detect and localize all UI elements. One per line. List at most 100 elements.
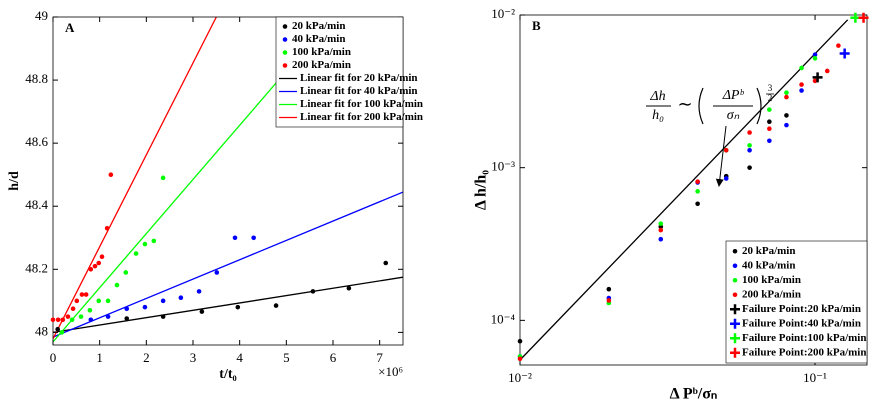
legend-box <box>725 240 868 364</box>
legend-label: Failure Point:20 kPa/min <box>742 303 861 315</box>
point <box>784 90 789 95</box>
legend-marker <box>732 277 738 283</box>
point <box>196 289 202 294</box>
legend-label: Failure Point:40 kPa/min <box>742 317 861 329</box>
failure-point <box>839 48 850 59</box>
point <box>346 285 352 291</box>
legend-label: 100 kPa/min <box>742 274 801 286</box>
y-axis-label: Δ h/h₀ <box>473 170 490 210</box>
point <box>160 175 166 181</box>
point <box>151 238 157 244</box>
point <box>799 65 804 71</box>
point <box>178 295 184 300</box>
legend-label: Linear fit for 40 kPa/min <box>300 85 418 97</box>
point <box>99 254 105 259</box>
point <box>784 94 789 100</box>
point <box>133 251 139 256</box>
point <box>784 122 789 128</box>
point <box>59 330 65 335</box>
legend-label: 200 kPa/min <box>292 59 351 71</box>
formula-part: σₙ <box>727 108 740 123</box>
x-tick-label: 3 <box>190 350 197 365</box>
legend-marker <box>732 292 738 298</box>
legend-label: Failure Point:100 kPa/min <box>742 332 866 344</box>
legend-label: 20 kPa/min <box>292 20 345 32</box>
fit-line <box>53 17 217 339</box>
axes-box <box>519 14 868 366</box>
legend-label: Failure Point:200 kPa/min <box>742 346 866 358</box>
point <box>695 201 700 207</box>
point <box>799 82 804 87</box>
point <box>767 138 772 144</box>
legend-marker <box>732 263 738 269</box>
point <box>78 314 84 319</box>
point <box>606 298 612 303</box>
point <box>60 317 66 323</box>
point <box>824 68 830 74</box>
y-tick-label: 10⁻³ <box>491 159 515 174</box>
point <box>767 119 772 125</box>
point <box>92 263 98 269</box>
x-tick-label: 10⁻² <box>508 370 532 385</box>
point <box>88 267 94 272</box>
fit-line <box>53 191 403 338</box>
point <box>658 221 664 226</box>
legend-marker <box>730 304 740 315</box>
legend-label: Linear fit for 200 kPa/min <box>300 111 423 123</box>
point <box>812 56 818 61</box>
point <box>812 78 818 84</box>
legend-label: Linear fit for 100 kPa/min <box>300 98 423 110</box>
point <box>104 226 110 231</box>
point <box>517 338 523 344</box>
point <box>160 314 166 319</box>
x-tick-label: 4 <box>236 350 243 365</box>
legend-marker <box>730 347 740 358</box>
point <box>273 303 279 308</box>
y-tick-label: 10⁻² <box>491 6 515 21</box>
failure-point <box>812 72 823 83</box>
fit-line <box>53 276 403 334</box>
x-tick-label: 6 <box>330 350 337 365</box>
point <box>105 314 111 319</box>
point <box>69 317 75 323</box>
point <box>232 235 238 241</box>
paren <box>756 87 762 125</box>
x-axis-label: t/t₀ <box>219 367 236 382</box>
point <box>50 317 56 323</box>
point <box>658 227 664 233</box>
point <box>747 165 752 170</box>
legend-label: 40 kPa/min <box>292 33 345 45</box>
formula-part: ∼ <box>677 94 692 114</box>
point <box>142 304 148 310</box>
x-tick-label: 2 <box>143 350 150 365</box>
point <box>124 306 130 312</box>
x-axis-label: Δ Pᵇ/σₙ <box>670 386 718 403</box>
point <box>251 235 256 241</box>
legend-marker <box>730 318 740 329</box>
point <box>160 298 166 304</box>
point <box>723 147 729 153</box>
point <box>767 107 772 112</box>
point <box>310 289 316 294</box>
y-axis-label: h/d <box>7 171 22 191</box>
point <box>235 304 241 310</box>
point <box>55 326 60 332</box>
point <box>70 306 76 312</box>
panel-label: A <box>65 20 75 35</box>
point <box>747 130 752 135</box>
legend-label: 200 kPa/min <box>742 288 801 300</box>
point <box>517 356 523 362</box>
point <box>96 260 102 266</box>
point <box>836 43 841 48</box>
y-tick-label: 48.8 <box>25 71 48 86</box>
x-tick-label: 1 <box>96 350 103 365</box>
legend-label: 20 kPa/min <box>742 245 795 257</box>
x-multiplier: ×10⁶ <box>378 364 403 379</box>
point <box>123 270 129 275</box>
legend-marker <box>282 24 288 29</box>
point <box>65 314 71 319</box>
point <box>747 143 752 148</box>
y-tick-label: 48 <box>35 323 48 338</box>
point <box>767 126 772 132</box>
